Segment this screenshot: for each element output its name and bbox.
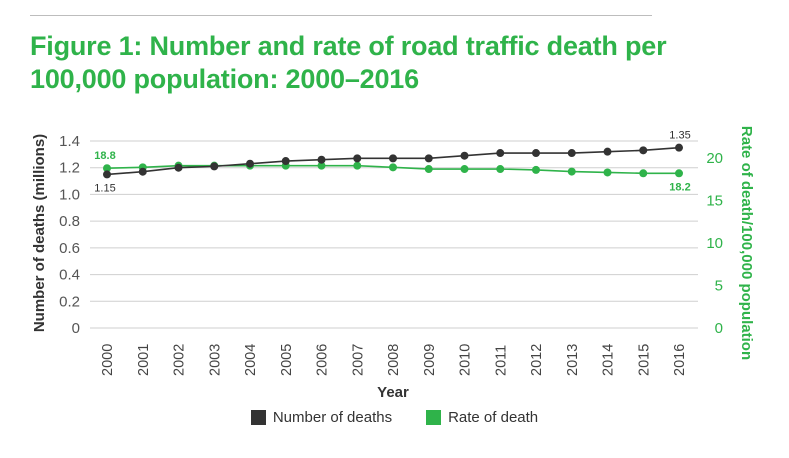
data-point-deaths: [639, 146, 648, 155]
data-point-deaths: [138, 167, 147, 176]
data-point-deaths: [389, 154, 397, 163]
y-left-tick-label: 0.4: [59, 267, 80, 284]
data-point-deaths: [353, 154, 362, 163]
legend-label-rate: Rate of death: [448, 408, 539, 426]
data-point-rate: [532, 165, 540, 174]
x-tick-label: 2015: [636, 344, 652, 376]
data-point-rate: [103, 164, 111, 173]
chart-legend: Number of deaths Rate of death: [0, 406, 789, 428]
legend-item-deaths: Number of deaths: [250, 408, 393, 426]
x-tick-label: 2001: [136, 344, 152, 376]
x-tick-label: 2007: [350, 344, 366, 376]
data-point-deaths: [174, 163, 183, 172]
x-tick-label: 2006: [315, 344, 331, 376]
line-chart: 0 0.2 0.4 0.6 0.8 1.0 1.2 1.4 0 5 10 15 20 2000 2001 20…: [31, 126, 755, 401]
legend-item-rate: Rate of death: [426, 409, 538, 426]
y-right-tick-label: 5: [715, 278, 723, 295]
data-point-rate: [317, 161, 326, 170]
y-left-tick-label: 0.6: [59, 240, 80, 257]
data-label: 1.15: [94, 182, 115, 194]
x-tick-label: 2013: [565, 344, 581, 376]
legend-swatch-deaths: [250, 409, 266, 425]
x-tick-label: 2011: [493, 345, 509, 376]
y-left-tick-label: 1.2: [59, 160, 80, 177]
y-left-tick-label: 0.8: [59, 213, 80, 230]
chart-title: Figure 1: Number and rate of road traffi…: [30, 31, 667, 94]
data-point-rate: [639, 169, 648, 178]
x-tick-label: 2000: [100, 344, 116, 376]
data-point-deaths: [603, 147, 612, 156]
data-point-deaths: [567, 149, 576, 158]
legend-label-deaths: Number of deaths: [272, 408, 393, 426]
x-tick-label: 2004: [243, 344, 259, 376]
y-left-tick-label: 0.2: [59, 293, 80, 310]
x-tick-label: 2002: [172, 344, 188, 376]
data-point-rate: [567, 167, 576, 176]
data-point-rate: [424, 165, 433, 174]
y-left-tick-label: 0: [72, 320, 80, 337]
x-tick-label: 2008: [386, 344, 402, 376]
y-left-axis-title: Number of deaths (millions): [31, 134, 48, 332]
data-point-deaths: [424, 154, 433, 163]
data-point-rate: [389, 163, 397, 172]
y-right-tick-label: 20: [706, 150, 723, 167]
data-point-rate: [675, 169, 683, 178]
data-point-deaths: [246, 159, 254, 168]
data-point-rate: [603, 168, 612, 177]
y-right-tick-label: 15: [706, 193, 723, 210]
data-point-deaths: [460, 151, 469, 160]
data-point-rate: [460, 165, 469, 174]
y-left-tick-label: 1.0: [59, 186, 80, 203]
x-tick-label: 2009: [422, 344, 438, 376]
x-tick-label: 2012: [529, 344, 545, 376]
x-axis-title: Year: [377, 384, 409, 401]
x-tick-label: 2016: [672, 344, 688, 376]
data-point-deaths: [317, 155, 326, 164]
data-label: 18.2: [669, 181, 690, 193]
legend-swatch-rate: [426, 409, 442, 425]
data-point-rate: [496, 165, 505, 174]
data-label: 18.8: [94, 150, 115, 162]
data-point-deaths: [103, 170, 111, 179]
y-right-tick-label: 10: [706, 235, 723, 252]
data-point-deaths: [281, 157, 290, 166]
data-point-deaths: [496, 149, 505, 158]
data-point-deaths: [532, 149, 540, 158]
top-divider: [30, 15, 652, 16]
y-right-axis-title: Rate of death/100,000 population: [738, 126, 755, 360]
y-left-tick-label: 1.4: [59, 133, 80, 150]
x-tick-label: 2010: [458, 344, 474, 376]
y-right-tick-label: 0: [715, 320, 723, 337]
data-point-deaths: [210, 162, 219, 171]
x-tick-label: 2005: [279, 344, 295, 376]
data-point-deaths: [675, 143, 683, 152]
data-label: 1.35: [669, 130, 690, 142]
data-point-rate: [353, 161, 362, 170]
x-tick-label: 2003: [207, 344, 223, 376]
x-tick-label: 2014: [601, 344, 617, 376]
